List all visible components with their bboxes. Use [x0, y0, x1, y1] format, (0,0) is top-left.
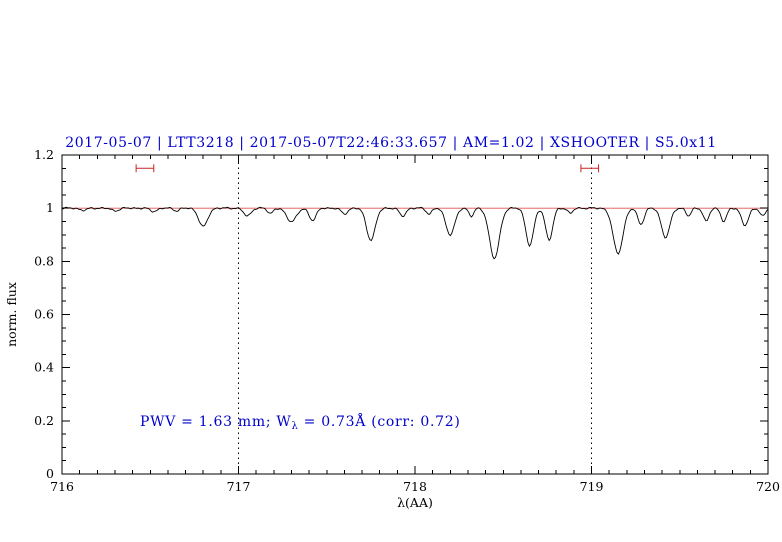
pwv-annotation-prefix: PWV = 1.63 mm; W — [140, 414, 292, 430]
y-tick-label: 0 — [46, 466, 54, 481]
x-axis-label: λ(AA) — [397, 495, 433, 510]
y-tick-label: 0.4 — [34, 360, 54, 375]
x-tick-label: 718 — [403, 479, 427, 494]
pwv-annotation: PWV = 1.63 mm; Wλ = 0.73Å (corr: 0.72) — [140, 414, 461, 432]
y-tick-label: 0.6 — [34, 307, 54, 322]
spectrum-line — [61, 206, 769, 260]
plot-title: 2017-05-07 | LTT3218 | 2017-05-07T22:46:… — [65, 135, 717, 151]
x-tick-label: 716 — [50, 479, 74, 494]
x-tick-label: 720 — [756, 479, 780, 494]
y-tick-label: 0.8 — [34, 253, 54, 268]
pwv-annotation-lambda-subscript: λ — [291, 421, 299, 432]
y-axis-label: norm. flux — [4, 282, 19, 347]
y-tick-label: 0.2 — [34, 413, 54, 428]
x-tick-label: 719 — [580, 479, 604, 494]
x-tick-label: 717 — [227, 479, 251, 494]
y-tick-label: 1.2 — [34, 147, 54, 162]
pwv-annotation-suffix: = 0.73Å (corr: 0.72) — [298, 414, 461, 430]
y-tick-label: 1 — [46, 200, 54, 215]
